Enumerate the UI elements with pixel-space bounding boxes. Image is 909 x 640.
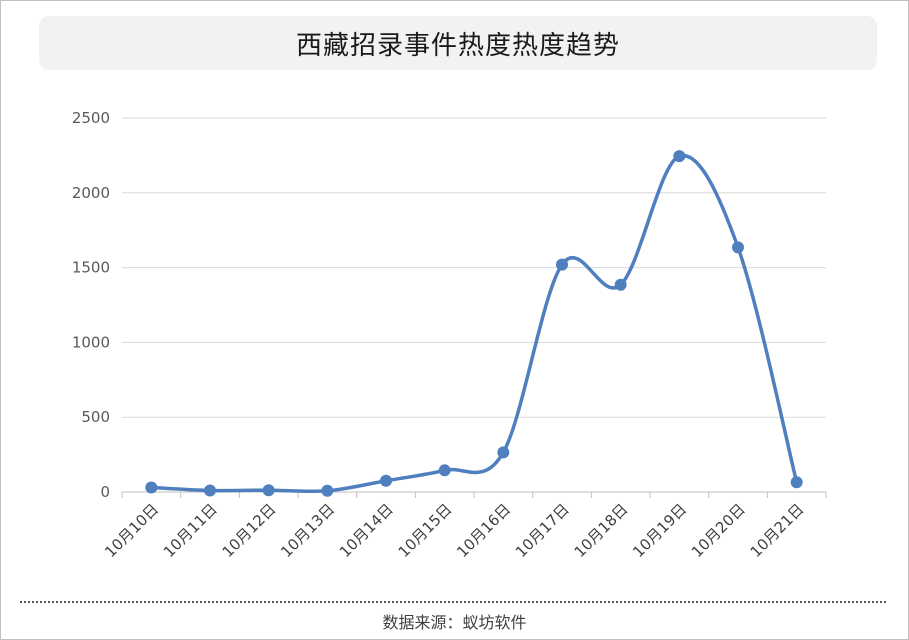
line-chart: 0500100015002000250010月10日10月11日10月12日10… (72, 109, 827, 561)
x-tick-label: 10月10日 (101, 500, 162, 561)
data-point (497, 446, 510, 459)
chart-title: 西藏招录事件热度热度趋势 (295, 30, 620, 61)
x-tick-label: 10月11日 (160, 500, 221, 561)
data-point (673, 150, 686, 163)
title-banner: 西藏招录事件热度热度趋势 (39, 16, 877, 70)
x-tick-label: 10月20日 (688, 500, 749, 561)
data-point (556, 258, 568, 271)
data-point (438, 464, 451, 477)
series-line (149, 153, 799, 494)
y-tick-label: 1500 (72, 259, 110, 277)
y-tick-label: 1000 (72, 333, 110, 351)
data-point (321, 484, 334, 497)
data-source-note: 数据来源：蚁坊软件 (382, 613, 527, 632)
x-tick-label: 10月19日 (629, 500, 690, 561)
x-tick-label: 10月16日 (453, 500, 514, 561)
data-point (732, 241, 744, 254)
y-tick-label: 500 (81, 408, 110, 426)
x-tick-label: 10月14日 (336, 500, 397, 561)
y-tick-label: 2000 (72, 184, 110, 202)
x-tick-label: 10月12日 (219, 500, 280, 561)
x-tick-label: 10月13日 (277, 500, 338, 561)
x-tick-label: 10月15日 (395, 500, 456, 561)
data-point (790, 476, 803, 489)
data-point (614, 278, 627, 291)
x-tick-label: 10月21日 (747, 500, 808, 561)
data-point (204, 484, 216, 497)
y-tick-label: 2500 (72, 109, 110, 127)
x-tick-label: 10月18日 (571, 500, 632, 561)
footer-divider (20, 601, 886, 603)
y-tick-label: 0 (100, 483, 110, 501)
data-point (145, 481, 158, 494)
x-tick-label: 10月17日 (512, 500, 573, 561)
data-point (262, 484, 275, 497)
data-point (380, 474, 392, 487)
